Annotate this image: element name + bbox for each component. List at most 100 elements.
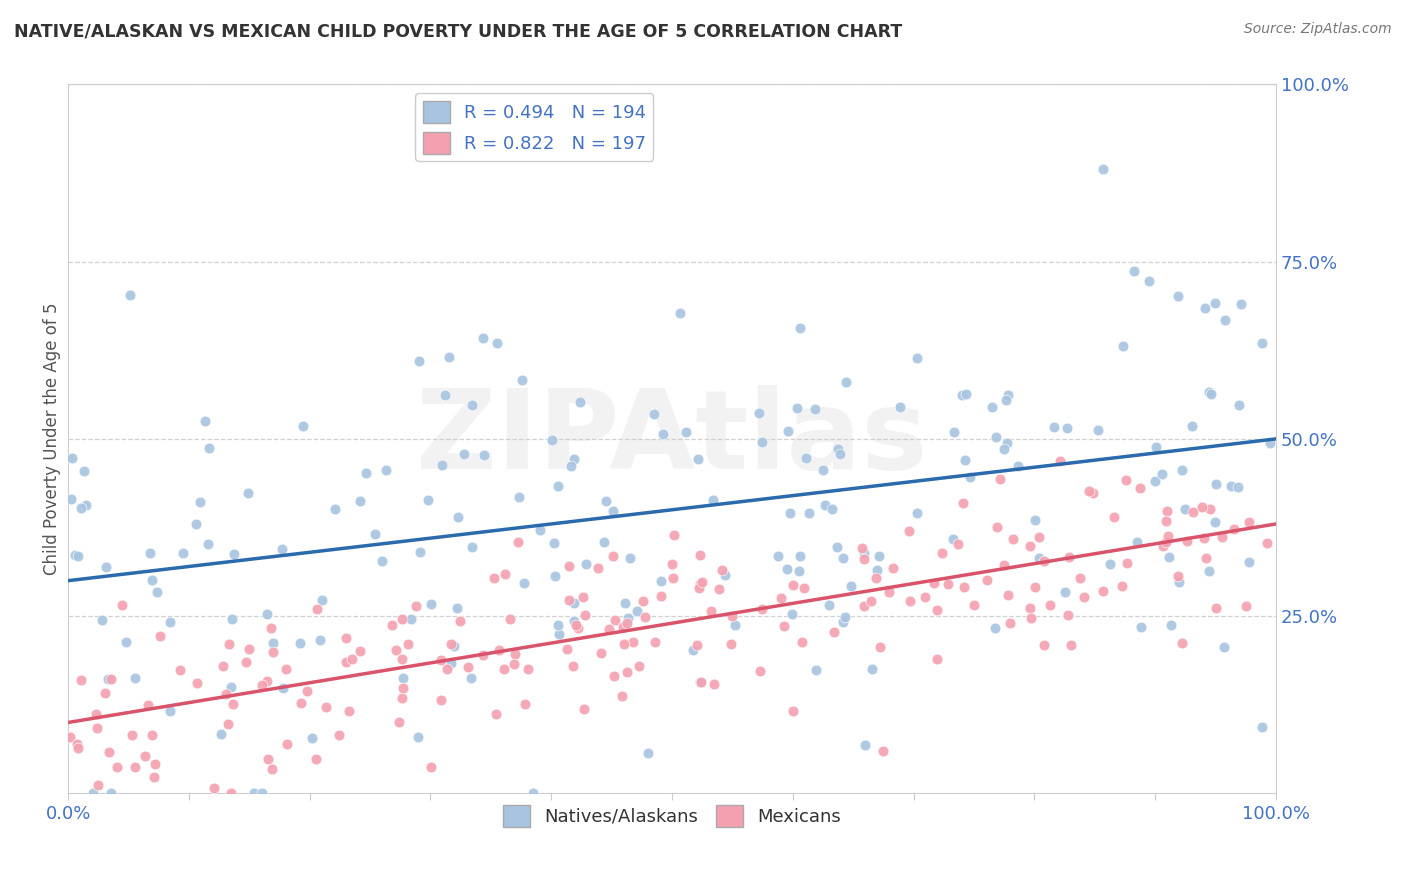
Point [172,546,194,560]
Point [1104,510,1126,524]
Point [188,495,211,509]
Point [472,449,495,463]
Point [250,786,273,800]
Point [1239,555,1261,569]
Point [993,558,1015,572]
Point [149,629,172,643]
Point [238,642,260,657]
Point [792,635,814,649]
Point [1049,454,1071,468]
Point [1211,530,1233,544]
Point [543,536,565,550]
Point [328,728,350,742]
Point [309,633,332,648]
Point [513,697,536,711]
Point [349,644,371,658]
Point [953,581,976,595]
Point [852,599,875,614]
Point [484,571,506,585]
Point [100,672,122,686]
Point [832,615,855,629]
Point [471,331,494,345]
Point [707,582,730,596]
Point [650,589,672,603]
Point [703,677,725,691]
Point [238,485,260,500]
Point [184,517,207,532]
Point [124,759,146,773]
Point [243,786,266,800]
Point [1092,162,1115,177]
Point [276,737,298,751]
Point [897,524,920,538]
Point [924,575,946,590]
Point [292,419,315,434]
Point [868,549,890,564]
Point [882,560,904,574]
Point [794,450,817,465]
Point [1150,467,1173,481]
Point [218,636,240,650]
Point [787,564,810,578]
Point [953,452,976,467]
Point [186,675,208,690]
Point [828,447,851,461]
Point [544,568,567,582]
Point [799,506,821,520]
Point [1001,532,1024,546]
Point [689,548,711,562]
Point [304,751,326,765]
Point [271,681,294,695]
Point [955,387,977,401]
Text: ZIPAtlas: ZIPAtlas [416,385,928,492]
Point [290,696,312,710]
Point [1251,720,1274,734]
Point [1007,458,1029,473]
Point [121,728,143,742]
Point [621,635,644,649]
Point [1057,608,1080,623]
Point [257,751,280,765]
Point [827,442,849,456]
Point [1057,550,1080,565]
Point [782,607,804,621]
Point [789,320,811,334]
Point [529,523,551,537]
Point [262,762,284,776]
Point [146,584,169,599]
Point [139,546,162,560]
Point [786,401,808,416]
Point [942,425,965,439]
Point [988,472,1011,486]
Point [159,704,181,718]
Point [1167,569,1189,583]
Point [976,573,998,587]
Point [97,745,120,759]
Point [59,492,82,507]
Point [1205,477,1227,491]
Point [562,596,585,610]
Point [1234,599,1257,614]
Point [724,618,747,632]
Point [1081,485,1104,500]
Point [889,400,911,414]
Point [572,590,595,604]
Point [66,549,89,563]
Point [409,545,432,559]
Point [555,641,578,656]
Point [1256,536,1278,550]
Point [610,689,633,703]
Point [603,669,626,683]
Point [591,646,613,660]
Point [159,615,181,630]
Point [811,463,834,477]
Point [75,499,97,513]
Point [776,562,799,576]
Point [948,537,970,551]
Point [399,612,422,626]
Point [688,581,710,595]
Point [1181,418,1204,433]
Point [612,620,634,634]
Point [598,622,620,636]
Point [682,643,704,657]
